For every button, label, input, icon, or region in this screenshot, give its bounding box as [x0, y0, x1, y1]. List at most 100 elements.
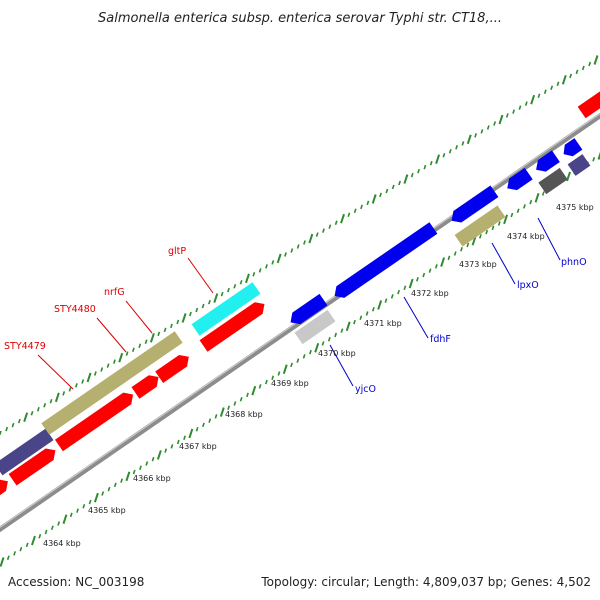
outer-tick: [550, 85, 554, 91]
inner-tick: [529, 199, 533, 205]
outer-tick: [49, 399, 53, 404]
outer-tick: [62, 391, 66, 396]
inner-tick: [302, 354, 306, 359]
tick-label: 4373 kbp: [459, 260, 497, 269]
inner-tick: [314, 342, 320, 353]
inner-tick: [510, 212, 514, 218]
outer-tick: [466, 134, 472, 145]
outer-tick: [530, 94, 536, 105]
inner-tick: [345, 321, 351, 332]
cds-blue: [290, 293, 328, 325]
outer-tick: [118, 352, 124, 363]
inner-tick: [93, 492, 99, 503]
inner-tick: [377, 300, 383, 310]
outer-tick: [43, 403, 47, 408]
outer-tick: [328, 224, 332, 229]
outer-tick: [296, 244, 300, 249]
cds-lpxO: [451, 185, 499, 223]
outer-tick: [30, 410, 34, 416]
tick-label: 4375 kbp: [556, 203, 594, 212]
outer-tick-marks: [0, 55, 599, 436]
inner-tick: [460, 247, 463, 252]
cds-dark: [538, 167, 568, 195]
outer-tick: [569, 73, 573, 79]
tick-label: 4367 kbp: [179, 442, 217, 451]
tick-label: 4364 kbp: [43, 539, 81, 548]
inner-tick: [76, 508, 79, 513]
inner-tick: [6, 555, 10, 560]
outer-tick: [227, 287, 230, 293]
inner-tick: [390, 294, 394, 299]
outer-tick: [239, 279, 243, 285]
label-leader-line: [537, 217, 561, 261]
cds-red-edge: [577, 89, 600, 119]
inner-tick: [264, 379, 268, 385]
inner-tick: [113, 482, 117, 488]
outer-tick: [493, 121, 497, 126]
outer-tick: [556, 81, 560, 87]
inner-tick: [195, 426, 199, 432]
inner-tick: [62, 514, 68, 524]
outer-tick: [366, 200, 370, 206]
outer-tick: [410, 172, 414, 178]
inner-tick: [164, 448, 168, 453]
outer-tick: [322, 228, 325, 233]
label-leader-line: [491, 242, 516, 285]
inner-tick: [434, 264, 438, 269]
outer-tick: [36, 406, 40, 412]
outer-tick: [17, 418, 21, 424]
outer-tick: [176, 319, 180, 325]
tick-label: 4369 kbp: [271, 379, 309, 388]
inner-tick: [25, 542, 29, 548]
inner-tick: [309, 349, 312, 355]
inner-tick: [88, 499, 92, 505]
outer-tick: [233, 283, 237, 289]
cds-red: [54, 392, 134, 452]
inner-tick: [592, 157, 596, 162]
inner-tick: [478, 234, 482, 239]
cds-olive: [454, 205, 506, 247]
outer-tick: [68, 387, 72, 392]
outer-tick: [360, 204, 363, 210]
inner-tick: [208, 418, 212, 423]
inner-tick: [170, 444, 174, 449]
cds-red: [0, 479, 8, 501]
inner-tick: [233, 401, 237, 406]
outer-tick: [391, 184, 395, 190]
inner-tick: [145, 461, 149, 466]
tick-label: 4374 kbp: [507, 232, 545, 241]
outer-tick: [276, 253, 282, 264]
inner-tick: [327, 336, 331, 342]
outer-tick: [505, 113, 509, 118]
outer-tick: [220, 291, 224, 297]
inner-tick: [428, 268, 432, 273]
outer-tick: [353, 208, 357, 214]
inner-tick: [416, 276, 419, 282]
inner-tick: [403, 285, 407, 291]
label-leader-line: [125, 300, 153, 334]
inner-tick: [277, 371, 281, 376]
cds-phnO: [536, 150, 560, 172]
outer-tick: [448, 149, 452, 154]
outer-tick: [581, 65, 585, 71]
outer-tick: [93, 371, 97, 376]
outer-tick: [271, 260, 275, 265]
inner-tick-marks: [0, 151, 600, 567]
inner-tick: [541, 191, 545, 196]
tick-label: 4370 kbp: [318, 349, 356, 358]
inner-tick: [156, 450, 162, 460]
accession-text: Accession: NC_003198: [8, 575, 144, 589]
outer-tick: [131, 347, 135, 352]
outer-tick: [181, 313, 187, 323]
inner-tick: [340, 328, 344, 333]
gene-label-sty4479: STY4479: [4, 341, 46, 352]
cds-red: [8, 448, 56, 486]
inner-tick: [384, 298, 388, 303]
inner-tick: [447, 255, 451, 261]
inner-tick: [183, 435, 186, 441]
outer-tick: [561, 75, 567, 85]
outer-tick: [486, 125, 490, 130]
outer-tick: [498, 114, 504, 125]
cds-slate: [567, 154, 591, 176]
outer-tick: [429, 160, 433, 166]
